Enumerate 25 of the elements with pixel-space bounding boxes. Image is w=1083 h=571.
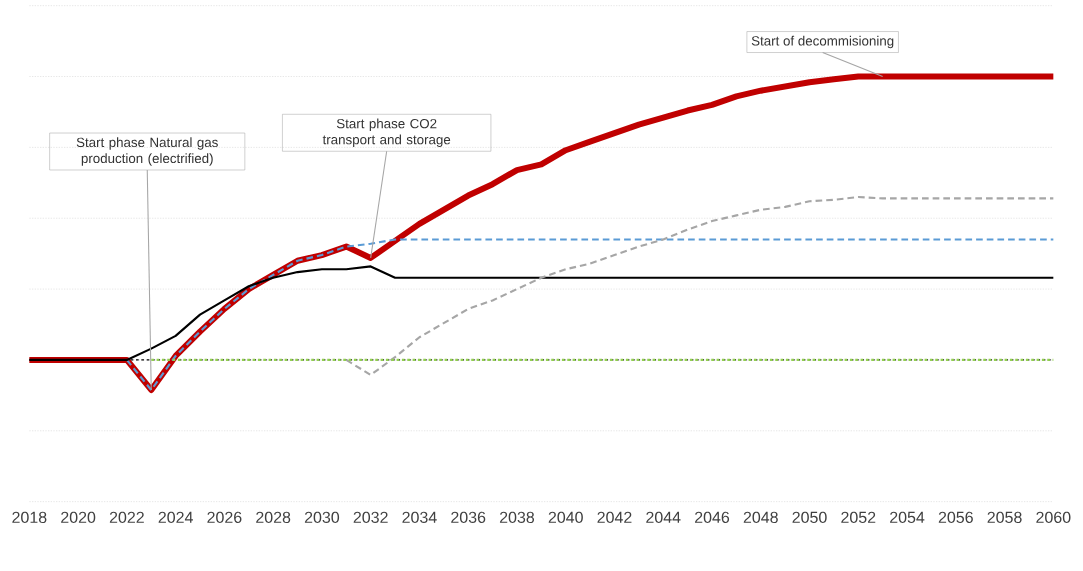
x-tick-label: 2040 (548, 511, 583, 524)
x-tick-label: 2030 (304, 511, 340, 524)
x-tick-label: 2044 (646, 511, 681, 524)
x-tick-label: 2032 (353, 511, 388, 524)
x-tick-label: 2042 (597, 511, 632, 524)
x-tick-label: 2028 (256, 511, 291, 524)
x-tick-label: 2018 (12, 511, 47, 524)
x-tick-label: 2056 (938, 511, 973, 524)
annotation: Start phase CO2 transport and storage (322, 118, 451, 147)
annotation: Start phase Natural gas production (electrified) (76, 137, 218, 166)
x-tick-label: 2060 (1036, 511, 1071, 524)
x-tick-label: 2024 (158, 511, 193, 524)
annotation: Start of decommisioning (751, 35, 894, 49)
x-tick-label: 2038 (499, 511, 535, 524)
x-tick-label: 2050 (792, 511, 827, 524)
x-tick-label: 2052 (841, 511, 876, 524)
x-tick-label: 2026 (207, 511, 242, 524)
x-tick-label: 2020 (61, 511, 96, 524)
x-tick-label: 2034 (402, 511, 437, 524)
x-tick-label: 2058 (987, 511, 1022, 524)
x-tick-label: 2054 (890, 511, 925, 524)
x-tick-label: 2036 (451, 511, 486, 524)
x-tick-label: 2022 (109, 511, 144, 524)
x-tick-label: 2046 (695, 511, 730, 524)
x-tick-label: 2048 (743, 511, 778, 524)
